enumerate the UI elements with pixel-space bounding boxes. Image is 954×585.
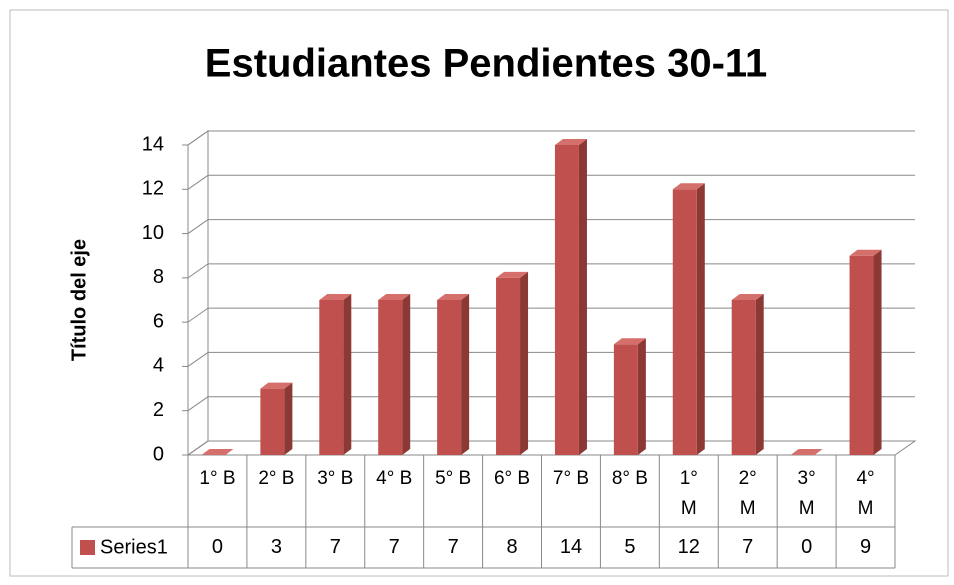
bar bbox=[790, 449, 823, 455]
bar bbox=[260, 382, 293, 455]
bar-side bbox=[696, 183, 705, 456]
bar-front bbox=[319, 300, 344, 455]
bar bbox=[849, 249, 882, 455]
bar-side bbox=[343, 294, 352, 455]
bar-side bbox=[520, 271, 529, 455]
grid-line bbox=[187, 352, 209, 367]
bar-top bbox=[319, 294, 352, 300]
table-value: 0 bbox=[801, 536, 812, 558]
y-tick-label: 10 bbox=[142, 222, 164, 244]
table-value: 14 bbox=[560, 536, 582, 558]
bar-front bbox=[554, 145, 579, 455]
y-tick-label: 6 bbox=[153, 310, 164, 332]
bar-top bbox=[378, 294, 411, 300]
bar-top bbox=[201, 449, 234, 455]
table-value: 7 bbox=[330, 536, 341, 558]
x-tick-label: 2° M bbox=[739, 468, 757, 519]
legend-key bbox=[80, 540, 95, 555]
x-tick-label: 8° B bbox=[612, 468, 648, 489]
bar bbox=[437, 294, 470, 455]
table-value: 12 bbox=[678, 536, 700, 558]
x-tick-label: 3° M bbox=[798, 468, 816, 519]
y-tick-label: 4 bbox=[153, 355, 164, 377]
y-tick-label: 2 bbox=[153, 399, 164, 421]
bar bbox=[319, 294, 352, 455]
x-tick-label: 6° B bbox=[494, 468, 530, 489]
bar bbox=[554, 139, 587, 455]
bar-side bbox=[284, 382, 293, 455]
chart-title: Estudiantes Pendientes 30-11 bbox=[205, 42, 767, 86]
bar-side bbox=[755, 294, 764, 455]
legend-label: Series1 bbox=[100, 536, 168, 558]
y-axis-title: Título del eje bbox=[68, 239, 90, 361]
x-tick-label: 1° M bbox=[680, 468, 698, 519]
grid-line bbox=[187, 307, 209, 323]
bar-top bbox=[496, 271, 529, 278]
bar bbox=[613, 338, 646, 455]
x-tick-label: 2° B bbox=[258, 468, 294, 489]
x-tick-label: 3° B bbox=[317, 468, 353, 489]
bar-top bbox=[260, 382, 293, 389]
bar-top bbox=[613, 338, 646, 345]
grid-line bbox=[187, 396, 209, 412]
bar bbox=[672, 183, 705, 456]
bar-top bbox=[849, 249, 882, 256]
bar-top bbox=[731, 294, 764, 300]
table-value: 0 bbox=[212, 536, 223, 558]
bar-side bbox=[578, 139, 587, 455]
bar-top bbox=[554, 139, 587, 145]
x-tick-label: 4° B bbox=[376, 468, 412, 489]
bar-top bbox=[437, 294, 470, 300]
table-value: 7 bbox=[448, 536, 459, 558]
x-tick-label: 5° B bbox=[435, 468, 471, 489]
bar bbox=[731, 294, 764, 455]
table-value: 7 bbox=[742, 536, 753, 558]
bar-front bbox=[672, 189, 697, 456]
bar-front bbox=[731, 300, 756, 455]
bar-top bbox=[672, 183, 705, 190]
y-tick-label: 0 bbox=[153, 443, 164, 465]
table-value: 7 bbox=[389, 536, 400, 558]
bar-side bbox=[637, 338, 646, 455]
x-tick-label: 1° B bbox=[199, 468, 235, 489]
table-value: 3 bbox=[271, 536, 282, 558]
grid-line bbox=[187, 130, 209, 146]
y-tick-label: 14 bbox=[142, 133, 164, 155]
bar-side bbox=[461, 294, 470, 455]
bar-front bbox=[437, 300, 462, 455]
bar-front bbox=[260, 388, 285, 455]
bar-side bbox=[402, 294, 411, 455]
table-value: 8 bbox=[506, 536, 517, 558]
table-value: 5 bbox=[624, 536, 635, 558]
bar bbox=[378, 294, 411, 455]
y-tick-label: 8 bbox=[153, 266, 164, 288]
x-tick-label: 4° M bbox=[856, 468, 874, 519]
grid-line bbox=[187, 174, 209, 190]
x-tick-label: 7° B bbox=[553, 468, 589, 489]
bar bbox=[201, 449, 234, 455]
bar-side bbox=[873, 249, 882, 455]
grid-line bbox=[187, 440, 209, 456]
bar-front bbox=[613, 344, 638, 455]
bar-front bbox=[378, 300, 403, 455]
grid-line bbox=[187, 263, 209, 279]
chart-frame bbox=[9, 9, 949, 577]
bar-front bbox=[849, 255, 874, 455]
table-value: 9 bbox=[860, 536, 871, 558]
bar bbox=[496, 271, 529, 455]
y-tick-label: 12 bbox=[142, 178, 164, 200]
grid-line bbox=[187, 219, 209, 234]
bar-front bbox=[496, 277, 521, 455]
bar-top bbox=[790, 449, 823, 455]
